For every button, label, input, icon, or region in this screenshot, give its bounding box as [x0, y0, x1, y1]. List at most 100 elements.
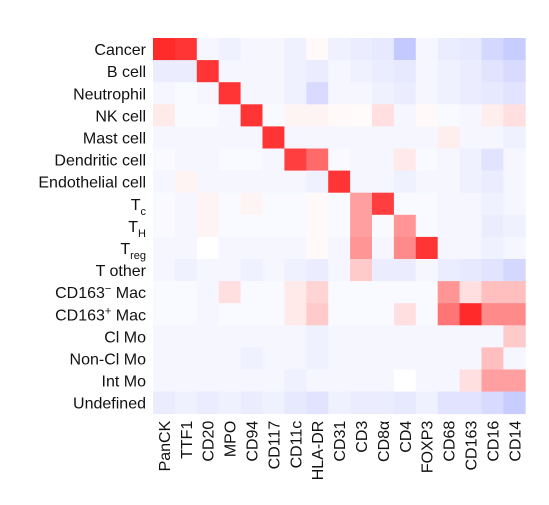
column-label-cd8: CD8α — [376, 421, 393, 462]
row-label-10: T other — [96, 263, 147, 280]
heatmap-cell-r8-c12 — [415, 214, 439, 238]
heatmap-cell-r1-c11 — [393, 60, 417, 83]
heatmap-cell-r16-c7 — [306, 391, 329, 415]
heatmap-cell-r4-c3 — [218, 126, 241, 149]
heatmap-cell-r4-c11 — [393, 126, 417, 149]
heatmap-cell-r14-c15 — [481, 347, 504, 370]
heatmap-cell-r8-c4 — [240, 214, 263, 238]
heatmap-cell-r8-c9 — [350, 214, 373, 238]
heatmap-cell-r6-c7 — [306, 170, 329, 194]
heatmap-cell-r12-c4 — [240, 303, 263, 326]
column-label-cd11c: CD11c — [288, 421, 305, 469]
heatmap-cell-r11-c3 — [218, 281, 241, 304]
heatmap-cell-r8-c2 — [196, 214, 220, 238]
heatmap-cell-r7-c6 — [284, 192, 307, 216]
heatmap-cell-r14-c4 — [240, 347, 263, 370]
heatmap-cell-r5-c6 — [284, 148, 307, 171]
heatmap-cell-r3-c13 — [437, 104, 460, 127]
heatmap-cell-r7-c10 — [372, 192, 395, 216]
heatmap-cell-r7-c3 — [218, 192, 241, 216]
heatmap-cell-r1-c16 — [503, 60, 526, 83]
column-label-cd14: CD14 — [507, 421, 524, 462]
heatmap-cell-r13-c8 — [328, 325, 351, 348]
heatmap-cell-r2-c4 — [240, 82, 263, 105]
heatmap-cell-r3-c12 — [415, 104, 439, 127]
heatmap-cell-r11-c7 — [306, 281, 329, 304]
heatmap-cell-r7-c14 — [459, 192, 482, 216]
heatmap-cell-r6-c15 — [481, 170, 504, 194]
column-label-foxp3: FOXP3 — [420, 421, 437, 474]
heatmap-cell-r4-c2 — [196, 126, 220, 149]
heatmap-cell-r4-c16 — [503, 126, 526, 149]
column-label-cd94: CD94 — [245, 421, 262, 462]
heatmap-cell-r15-c1 — [174, 369, 198, 392]
heatmap-cell-r8-c8 — [328, 214, 351, 238]
heatmap-cell-r7-c4 — [240, 192, 263, 216]
heatmap-cell-r0-c10 — [372, 38, 395, 61]
heatmap-cell-r11-c12 — [415, 281, 439, 304]
column-label-ttf1: TTF1 — [179, 421, 196, 459]
row-label-9: Treg — [120, 241, 146, 262]
heatmap-cell-r4-c10 — [372, 126, 395, 149]
heatmap-cell-r13-c16 — [503, 325, 526, 348]
heatmap-cell-r5-c11 — [393, 148, 417, 171]
heatmap-cell-r13-c14 — [459, 325, 482, 348]
heatmap-cell-r0-c12 — [415, 38, 439, 61]
heatmap-cell-r14-c14 — [459, 347, 482, 370]
heatmap-cell-r10-c1 — [174, 259, 198, 282]
heatmap-cell-r3-c16 — [503, 104, 526, 127]
heatmap-cell-r0-c11 — [393, 38, 417, 61]
heatmap-cell-r13-c6 — [284, 325, 307, 348]
heatmap-cell-r3-c11 — [393, 104, 417, 127]
heatmap-cell-r2-c8 — [328, 82, 351, 105]
heatmap-cell-r10-c4 — [240, 259, 263, 282]
heatmap-cell-r5-c7 — [306, 148, 329, 171]
heatmap-cell-r10-c11 — [393, 259, 417, 282]
heatmap-cell-r1-c3 — [218, 60, 241, 83]
heatmap-cell-r2-c5 — [262, 82, 285, 105]
heatmap-cell-r4-c14 — [459, 126, 482, 149]
heatmap-cell-r16-c3 — [218, 391, 241, 415]
heatmap-cell-r10-c12 — [415, 259, 439, 282]
heatmap-cell-r2-c11 — [393, 82, 417, 105]
heatmap-cell-r12-c5 — [262, 303, 285, 326]
heatmap-cell-r2-c14 — [459, 82, 482, 105]
heatmap-cell-r12-c13 — [437, 303, 460, 326]
row-label-7: Tc — [131, 197, 147, 218]
heatmap-cell-r7-c7 — [306, 192, 329, 216]
heatmap-cell-r9-c4 — [240, 236, 263, 260]
heatmap-cell-r12-c16 — [503, 303, 526, 326]
heatmap-cell-r1-c13 — [437, 60, 460, 83]
heatmap-cell-r13-c0 — [153, 325, 176, 348]
row-label-14: Non-Cl Mo — [70, 351, 147, 368]
heatmap-cell-r9-c15 — [481, 236, 504, 260]
heatmap-cell-r13-c3 — [218, 325, 241, 348]
heatmap-cell-r5-c3 — [218, 148, 241, 171]
heatmap-cell-r11-c2 — [196, 281, 220, 304]
heatmap-cell-r14-c16 — [503, 347, 526, 370]
heatmap-cell-r13-c4 — [240, 325, 263, 348]
heatmap-cell-r14-c5 — [262, 347, 285, 370]
heatmap-cell-r4-c12 — [415, 126, 439, 149]
row-label-12: CD163+ Mac — [55, 305, 146, 324]
heatmap-cell-r9-c16 — [503, 236, 526, 260]
heatmap-cell-r2-c10 — [372, 82, 395, 105]
row-label-4: Mast cell — [83, 130, 146, 147]
heatmap-cell-r15-c15 — [481, 369, 504, 392]
heatmap-cell-r11-c0 — [153, 281, 176, 304]
heatmap-cell-r7-c0 — [153, 192, 176, 216]
heatmap-cell-r2-c12 — [415, 82, 439, 105]
heatmap-cell-r0-c2 — [196, 38, 220, 61]
heatmap-cell-r12-c1 — [174, 303, 198, 326]
heatmap-cell-r11-c8 — [328, 281, 351, 304]
heatmap-cell-r13-c9 — [350, 325, 373, 348]
heatmap-cell-r12-c10 — [372, 303, 395, 326]
heatmap-cell-r16-c0 — [153, 391, 176, 415]
heatmap-cell-r13-c7 — [306, 325, 329, 348]
heatmap-cell-r10-c10 — [372, 259, 395, 282]
heatmap-cell-r7-c15 — [481, 192, 504, 216]
heatmap-cell-r8-c5 — [262, 214, 285, 238]
heatmap-cell-r16-c5 — [262, 391, 285, 415]
heatmap-cell-r1-c10 — [372, 60, 395, 83]
row-label-11: CD163− Mac — [55, 283, 146, 302]
